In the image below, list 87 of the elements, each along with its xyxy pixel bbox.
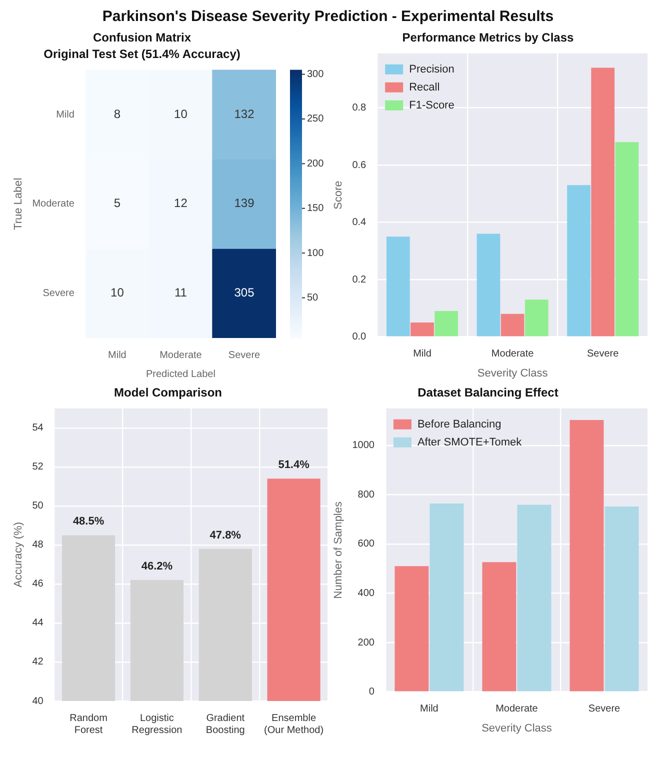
text: Parkinson's Disease Severity Prediction - Experimental Results (101, 8, 555, 25)
data-label: 12 (174, 196, 188, 210)
y-tick-label: 0.4 (352, 217, 367, 228)
data-label: 5 (114, 196, 121, 210)
color-bar-label: 200 (307, 158, 324, 170)
x-axis-title: Predicted Label (146, 368, 216, 380)
y-tick-label: 800 (358, 489, 375, 500)
bar (482, 562, 516, 692)
chart-title: Confusion Matrix (93, 30, 192, 45)
y-tick-label: 0.2 (352, 274, 367, 286)
color-bar-label: 50 (307, 292, 319, 304)
bar (615, 142, 639, 336)
x-axis-title: Severity Class (482, 722, 552, 734)
bar (517, 504, 552, 692)
chart-title: Performance Metrics by Class (402, 30, 574, 45)
legend-label: Before Balancing (417, 418, 502, 430)
y-tick-label: Severe (42, 288, 75, 300)
bar (567, 185, 590, 336)
data-label: 46.2% (141, 560, 173, 573)
data-label: 8 (114, 106, 121, 121)
x-tick-label: Severe (588, 704, 621, 715)
y-tick-label: 0 (368, 686, 375, 698)
data-label: 305 (234, 286, 255, 300)
y-tick-label: 600 (358, 538, 375, 550)
bar (394, 566, 429, 692)
x-tick-label: Logistic Regression (132, 712, 182, 736)
y-tick-label: 52 (32, 462, 44, 473)
y-tick-label: 400 (358, 588, 375, 599)
y-tick-label: 42 (32, 656, 44, 668)
bar (476, 234, 500, 336)
bar (430, 504, 464, 692)
data-label: 11 (174, 286, 188, 300)
y-tick-label: Moderate (32, 198, 75, 210)
y-tick-label: 40 (32, 696, 44, 707)
y-tick-label: 200 (358, 637, 375, 648)
y-tick-label: 0.0 (352, 332, 367, 343)
bar (434, 311, 458, 336)
x-tick-label: Severe (587, 348, 620, 360)
bar (524, 300, 548, 336)
x-axis-title: Severity Class (477, 367, 548, 380)
bar (570, 420, 604, 692)
x-tick-label: Mild (420, 704, 438, 715)
legend-label: F1-Score (409, 99, 454, 112)
x-tick-label: Moderate (160, 350, 202, 361)
bar (591, 68, 615, 336)
chart-title: Model Comparison (114, 386, 222, 400)
chart-subtitle: Original Test Set (51.4% Accuracy) (44, 46, 240, 61)
x-tick-label: Random Forest (70, 712, 108, 736)
legend-label: Precision (409, 63, 454, 76)
y-tick-label: 46 (32, 578, 44, 590)
y-tick-label: 44 (32, 618, 44, 629)
y-tick-label: 1000 (352, 440, 375, 452)
x-tick-label: Moderate (491, 348, 534, 360)
data-label: 10 (110, 286, 124, 300)
color-bar-label: 300 (307, 69, 324, 80)
legend-label: Recall (409, 81, 440, 94)
y-tick-label: 48 (32, 540, 44, 551)
y-tick-label: 0.8 (352, 102, 367, 114)
x-tick-label: Mild (108, 350, 126, 361)
bar (386, 236, 410, 336)
x-tick-label: Ensemble (Our Method) (264, 712, 324, 736)
y-tick-label: Mild (56, 109, 74, 120)
bar (604, 506, 639, 692)
data-label: 51.4% (278, 459, 310, 472)
x-tick-label: Gradient Boosting (206, 712, 245, 736)
y-axis-title: True Label (12, 178, 25, 230)
data-label: 48.5% (72, 516, 104, 528)
x-tick-label: Severe (228, 350, 261, 361)
y-tick-label: 54 (32, 422, 44, 434)
color-bar-label: 100 (307, 248, 324, 259)
y-tick-label: 0.6 (352, 160, 367, 171)
color-bar-label: 150 (307, 203, 324, 214)
x-tick-label: Moderate (496, 704, 538, 715)
data-label: 10 (174, 106, 188, 121)
bar (410, 322, 434, 336)
y-axis-title: Accuracy (%) (12, 522, 25, 588)
legend-label: After SMOTE+Tomek (417, 436, 522, 448)
y-axis-title: Number of Samples (332, 501, 345, 599)
y-axis-title: Score (332, 180, 345, 210)
y-tick-label: 50 (32, 500, 44, 512)
data-label: 132 (234, 106, 255, 121)
data-label: 47.8% (210, 529, 242, 542)
chart-title: Dataset Balancing Effect (418, 386, 558, 400)
x-tick-label: Mild (413, 348, 432, 360)
color-bar-label: 250 (307, 114, 324, 125)
data-label: 139 (234, 196, 255, 210)
bar (500, 314, 524, 336)
